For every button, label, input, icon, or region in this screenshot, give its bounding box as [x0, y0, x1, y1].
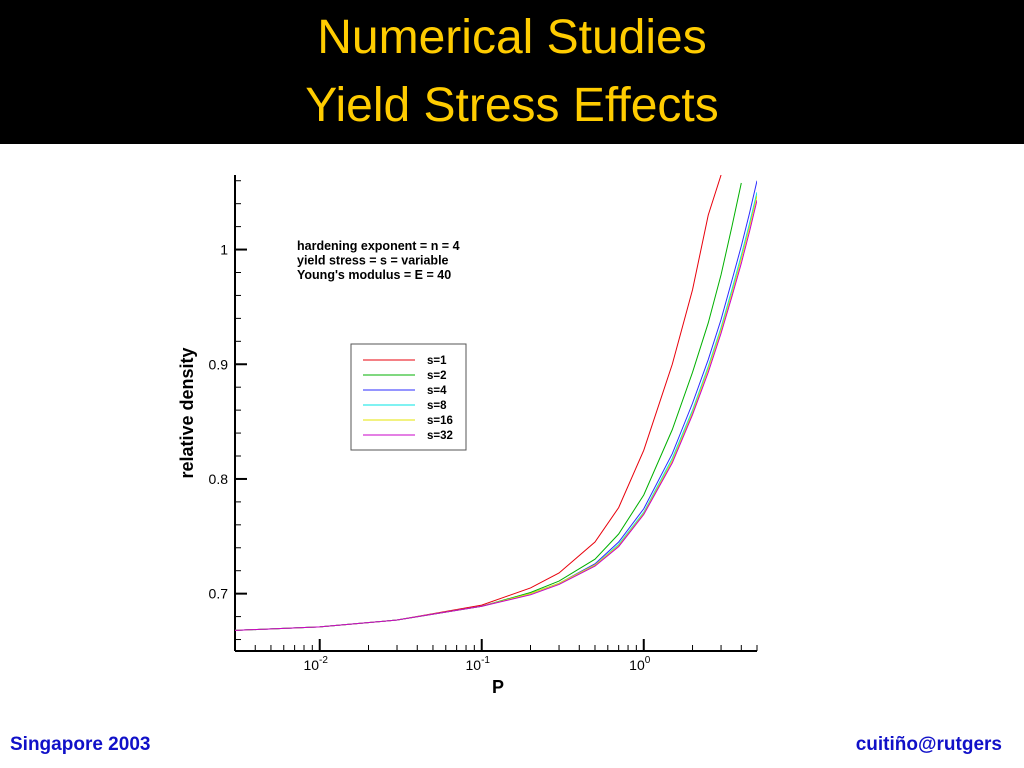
y-axis-title: relative density [177, 347, 197, 478]
footer-location: Singapore 2003 [10, 734, 151, 755]
slide-title-line-1: Numerical Studies [317, 11, 707, 64]
y-tick-label: 1 [220, 242, 228, 258]
title-bar: Numerical Studies Yield Stress Effects [0, 0, 1024, 144]
legend-label: s=1 [427, 355, 447, 367]
y-tick-label: 0.8 [209, 471, 229, 487]
y-tick-label: 0.9 [209, 356, 229, 372]
series-line-s-32 [235, 200, 757, 631]
footer-author: cuitiño@rutgers [855, 734, 1002, 755]
legend-label: s=32 [427, 430, 453, 442]
annotation-line: Young's modulus = E = 40 [297, 268, 451, 282]
legend-label: s=4 [427, 385, 447, 397]
annotation-line: hardening exponent = n = 4 [297, 239, 460, 253]
legend-box [350, 343, 467, 451]
legend-label: s=2 [427, 370, 447, 382]
x-axis-title: P [492, 677, 504, 697]
x-tick-label: 100 [629, 655, 651, 673]
slide-title-line-2: Yield Stress Effects [305, 79, 719, 132]
legend-label: s=16 [427, 415, 453, 427]
x-tick-label: 10-2 [303, 655, 328, 673]
y-tick-label: 0.7 [209, 586, 229, 602]
legend-label: s=8 [427, 400, 447, 412]
series-group [235, 175, 757, 631]
x-tick-label: 10-1 [465, 655, 490, 673]
annotation-line: yield stress = s = variable [297, 254, 449, 268]
